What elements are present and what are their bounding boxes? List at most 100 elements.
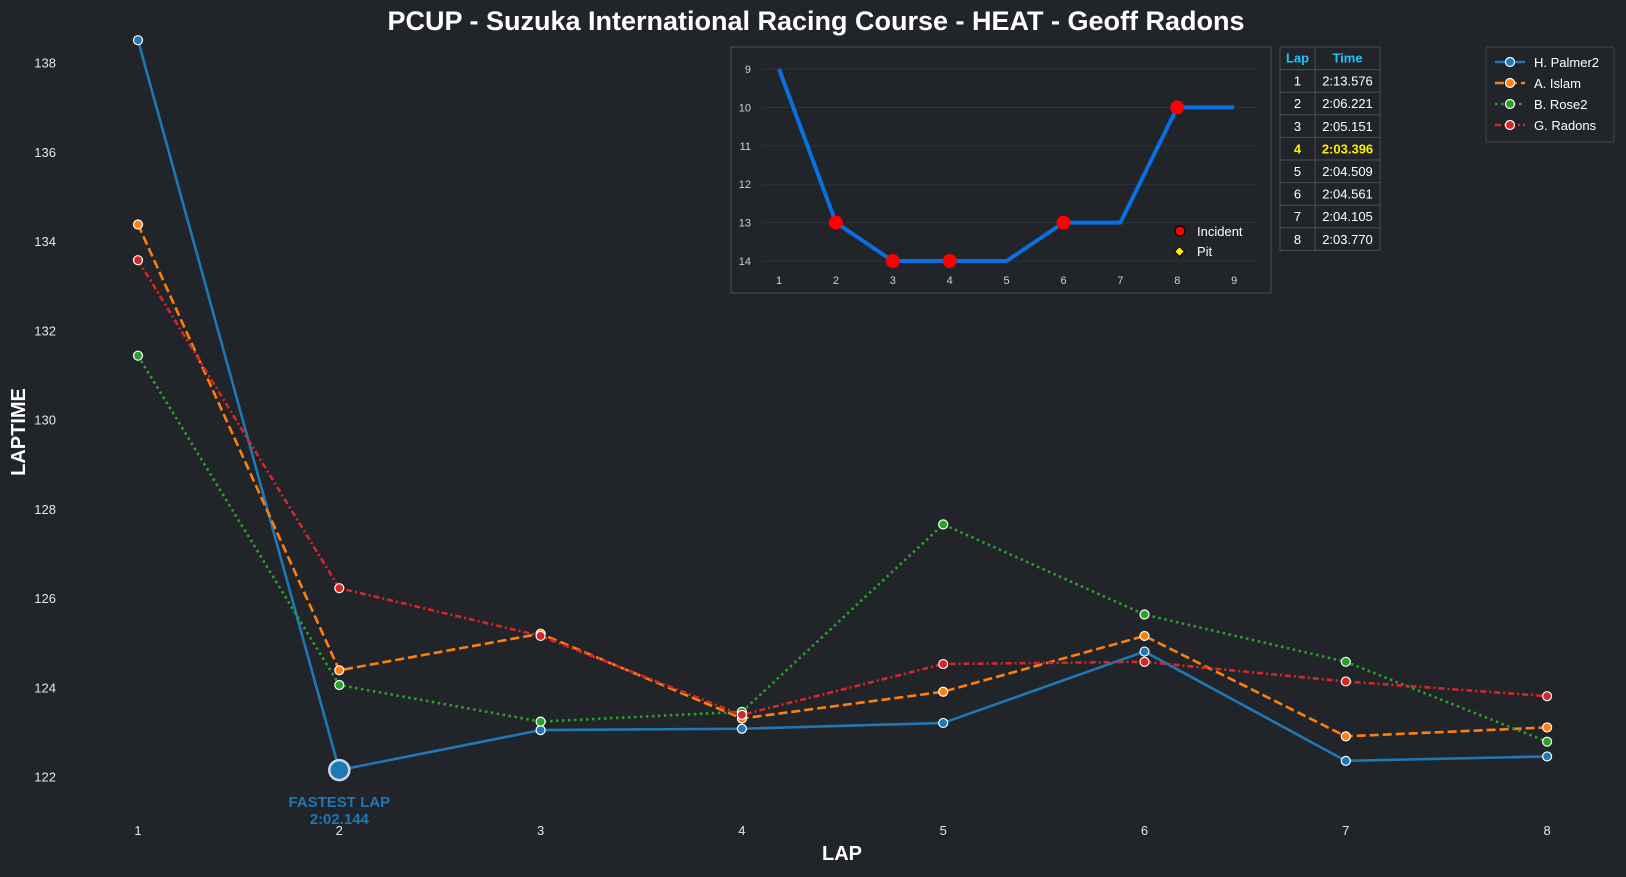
inset-y-tick-4: 13	[739, 218, 751, 230]
series-line-3	[136, 259, 1548, 717]
series-point-2-0	[132, 350, 144, 361]
series-point-2-2	[535, 716, 546, 727]
series-point-0-3	[736, 723, 748, 734]
incident-marker-4	[1170, 100, 1185, 115]
series-point-0-2	[535, 724, 546, 736]
inset-y-tick-0: 9	[745, 64, 751, 76]
series-lines	[136, 39, 1548, 772]
series-point-3-1	[334, 583, 345, 594]
inset-x-tick-8: 9	[1231, 275, 1237, 287]
legend-marker-2	[1504, 98, 1516, 110]
table-cell-lap-3: 4	[1294, 141, 1302, 156]
table-header-1: Time	[1332, 51, 1362, 66]
series-point-3-3	[736, 709, 748, 721]
series-point-1-0	[132, 219, 144, 230]
table-cell-lap-0: 1	[1294, 74, 1301, 89]
table-cell-lap-2: 3	[1294, 119, 1301, 134]
legend-marker-1	[1504, 77, 1516, 89]
series-point-3-7	[1541, 691, 1553, 702]
legend-marker-3	[1504, 119, 1516, 131]
y-axis-label: LAPTIME	[8, 388, 30, 476]
inset-y-tick-1: 10	[739, 102, 751, 114]
x-axis-label: LAP	[822, 843, 862, 865]
table-cell-lap-1: 2	[1294, 96, 1301, 111]
y-tick-label-2: 126	[34, 591, 56, 606]
legend-label-1: A. Islam	[1534, 76, 1581, 91]
inset-y-ticks: 9 10 11 12 13 14	[739, 64, 751, 268]
inset-x-tick-6: 7	[1117, 275, 1123, 287]
inset-y-tick-3: 12	[739, 179, 751, 191]
table-frame	[1279, 46, 1381, 251]
fastest-lap-label: FASTEST LAP	[288, 794, 390, 811]
x-tick-label-5: 6	[1141, 823, 1148, 838]
series-line-0	[136, 39, 1548, 772]
table-cell-lap-4: 5	[1294, 164, 1301, 179]
series-point-2-6	[1340, 656, 1351, 667]
table-cell-time-7: 2:03.770	[1322, 232, 1373, 247]
series-point-0-7	[1541, 751, 1553, 762]
y-tick-label-6: 134	[34, 234, 56, 249]
series-point-1-7	[1541, 722, 1553, 733]
incident-marker-0	[828, 215, 843, 230]
series-point-0-0	[132, 35, 144, 46]
table-cell-time-6: 2:04.105	[1322, 209, 1373, 224]
series-point-3-6	[1340, 676, 1351, 687]
incident-legend-label: Incident	[1197, 224, 1243, 239]
series-point-3-4	[938, 658, 949, 670]
table-cell-time-2: 2:05.151	[1322, 119, 1373, 134]
inset-legend: Incident Pit	[1173, 224, 1243, 259]
table-cell-time-3: 2:03.396	[1322, 141, 1373, 156]
x-tick-label-6: 7	[1342, 823, 1349, 838]
series-point-3-5	[1139, 656, 1150, 667]
y-tick-label-3: 128	[34, 502, 56, 517]
lap-time-table: Lap Time 1 2:13.576 2 2:06.221 3 2:05.151 4 2:03.…	[1279, 46, 1381, 251]
inset-x-tick-4: 5	[1004, 275, 1010, 287]
series-point-0-4	[938, 717, 949, 729]
table-cell-time-0: 2:13.576	[1322, 74, 1373, 89]
series-point-3-2	[535, 630, 546, 642]
y-tick-label-7: 136	[34, 145, 56, 160]
table-cell-lap-5: 6	[1294, 187, 1301, 202]
pit-legend-marker	[1173, 245, 1186, 258]
y-tick-label-1: 124	[34, 680, 56, 695]
inset-x-ticks: 1 2 3 4 5 6 7 8 9	[776, 275, 1237, 287]
table-cell-lap-6: 7	[1294, 209, 1301, 224]
x-tick-label-2: 3	[537, 823, 544, 838]
x-tick-label-0: 1	[134, 823, 141, 838]
table-cell-time-1: 2:06.221	[1322, 96, 1373, 111]
pit-legend-label: Pit	[1197, 244, 1213, 259]
inset-gridlines	[763, 68, 1258, 262]
inset-x-tick-2: 3	[890, 275, 896, 287]
inset-x-tick-3: 4	[947, 275, 953, 287]
series-point-2-5	[1139, 609, 1150, 620]
chart-title: PCUP - Suzuka International Racing Cours…	[387, 6, 1244, 36]
chart-legend: H. Palmer2 A. Islam B. Rose2 G. Radons	[1485, 46, 1615, 143]
inset-x-tick-5: 6	[1060, 275, 1066, 287]
series-point-1-5	[1139, 630, 1150, 642]
table-cell-time-4: 2:04.509	[1322, 164, 1373, 179]
series-point-3-0	[132, 255, 144, 266]
series-point-1-4	[938, 686, 949, 697]
inset-y-tick-2: 11	[740, 141, 751, 153]
x-axis-ticks: 1 2 3 4 5 6 7 8	[134, 823, 1550, 838]
legend-label-3: G. Radons	[1534, 118, 1597, 133]
fastest-lap-annotation: FASTEST LAP 2:02.144	[288, 758, 390, 828]
incident-marker-1	[885, 254, 900, 268]
series-point-2-1	[334, 679, 345, 691]
series-point-1-6	[1340, 731, 1351, 742]
series-line-2	[136, 355, 1548, 743]
x-tick-label-4: 5	[940, 823, 947, 838]
series-point-0-5	[1139, 646, 1150, 657]
x-tick-label-3: 4	[738, 823, 745, 838]
fastest-lap-marker	[328, 758, 351, 782]
y-tick-label-0: 122	[34, 770, 56, 785]
y-tick-label-8: 138	[34, 56, 56, 71]
inset-x-tick-7: 8	[1174, 275, 1180, 287]
legend-marker-0	[1504, 56, 1516, 68]
inset-x-tick-1: 2	[833, 275, 839, 287]
series-point-0-6	[1340, 755, 1351, 766]
y-tick-label-4: 130	[34, 413, 56, 428]
y-tick-label-5: 132	[34, 323, 56, 338]
